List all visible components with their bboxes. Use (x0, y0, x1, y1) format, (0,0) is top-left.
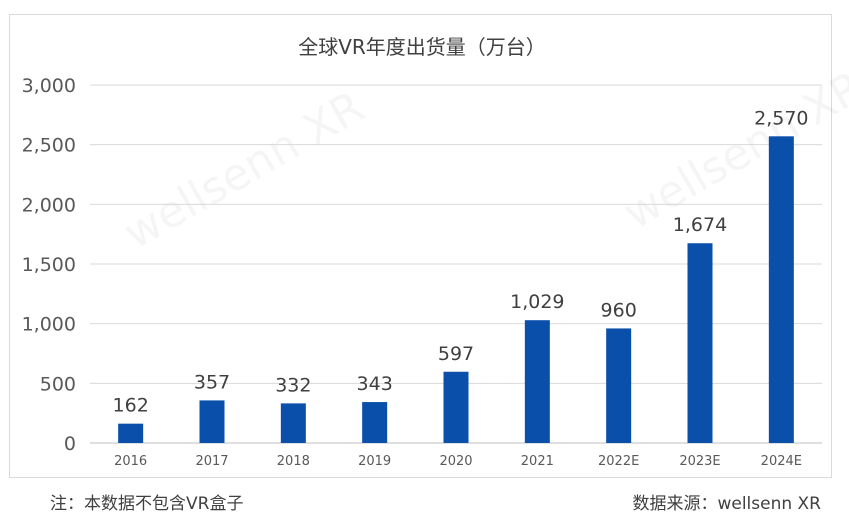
x-tick-label-2023E: 2023E (679, 454, 720, 469)
value-labels: 162 357 332 343 597 1,029 960 1,674 2,570 (113, 107, 809, 416)
x-tick-label-2021: 2021 (521, 454, 554, 469)
value-label-2024E: 2,570 (754, 107, 808, 129)
chart-title: 全球VR年度出货量（万台） (298, 35, 546, 59)
x-tick-label-2017: 2017 (195, 454, 228, 469)
bar-2017 (199, 400, 225, 443)
x-tick-label-2018: 2018 (277, 454, 310, 469)
y-tick-label: 3,000 (22, 75, 76, 97)
x-tick-label-2019: 2019 (358, 454, 391, 469)
footnote-note: 注：本数据不包含VR盒子 (50, 494, 244, 514)
y-tick-label: 0 (64, 433, 76, 455)
bar-chart: 全球VR年度出货量（万台） 0 500 1,000 1,500 2,000 2,500 3,… (22, 35, 822, 469)
chart-frame: wellsenn XR wellsenn XR 全球VR年度出货量（万台） 05… (9, 14, 832, 478)
value-label-2022E: 960 (601, 299, 637, 321)
y-tick-label: 2,500 (22, 135, 76, 157)
bar-2023E (687, 243, 713, 443)
y-tick-label: 1,000 (22, 314, 76, 336)
x-tick-label-2024E: 2024E (761, 454, 802, 469)
bar-2016 (118, 423, 144, 443)
y-axis-ticks: 0 500 1,000 1,500 2,000 2,500 3,000 (22, 75, 76, 455)
bar-2019 (362, 402, 388, 443)
bars (118, 136, 794, 443)
bar-2020 (443, 371, 469, 443)
x-tick-label-2016: 2016 (114, 454, 147, 469)
gridlines (90, 84, 822, 444)
bar-2024E (768, 136, 794, 443)
bar-2022E (606, 328, 632, 443)
value-label-2020: 597 (438, 343, 474, 365)
y-tick-label: 1,500 (22, 254, 76, 276)
y-tick-label: 500 (40, 373, 76, 395)
value-label-2021: 1,029 (510, 291, 564, 313)
value-label-2018: 332 (275, 374, 311, 396)
x-tick-label-2020: 2020 (439, 454, 472, 469)
value-label-2019: 343 (357, 373, 393, 395)
bar-2021 (524, 320, 550, 443)
x-tick-label-2022E: 2022E (598, 454, 639, 469)
y-tick-label: 2,000 (22, 194, 76, 216)
footnote-source: 数据来源：wellsenn XR (632, 494, 821, 514)
value-label-2017: 357 (194, 371, 230, 393)
value-label-2016: 162 (113, 395, 149, 417)
x-axis-ticks: 2016 2017 2018 2019 2020 2021 2022E 2023E 2024E (114, 454, 802, 469)
bar-2018 (280, 403, 306, 443)
value-label-2023E: 1,674 (673, 214, 727, 236)
